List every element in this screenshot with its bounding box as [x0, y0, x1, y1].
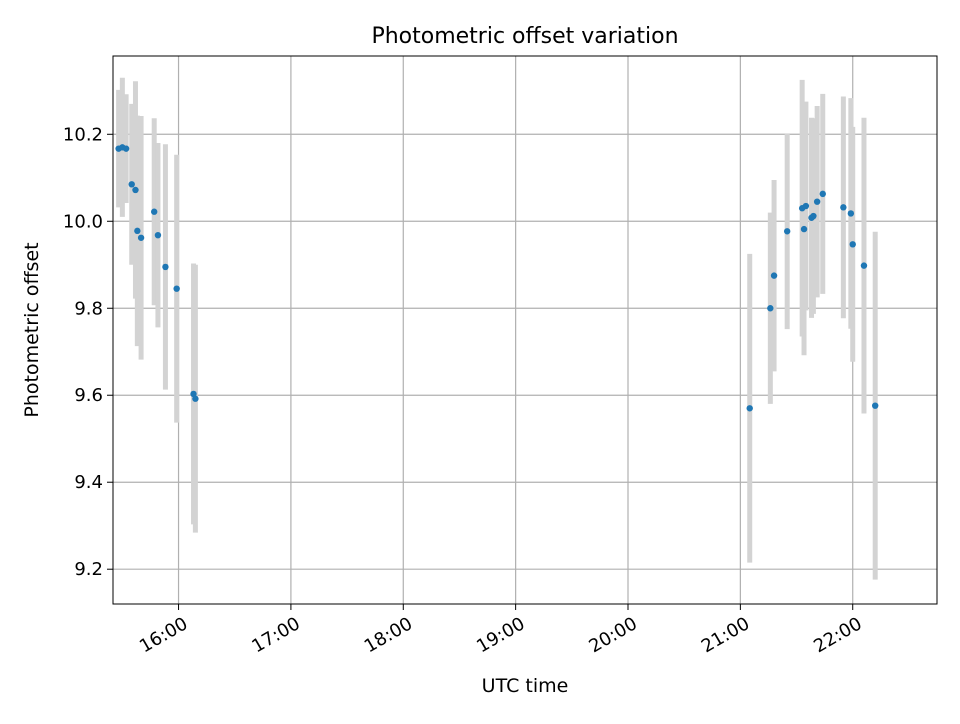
- data-point: [813, 198, 821, 205]
- data-point: [860, 262, 868, 269]
- data-point: [134, 227, 141, 235]
- y-tick-label: 9.2: [74, 559, 103, 580]
- data-point: [151, 208, 158, 215]
- data-point: [810, 212, 817, 220]
- data-points: [115, 144, 879, 412]
- data-point: [132, 186, 139, 194]
- chart-title: Photometric offset variation: [371, 24, 678, 49]
- y-tick-label: 9.4: [74, 472, 103, 493]
- y-tick-label: 9.6: [74, 385, 103, 406]
- data-point: [783, 228, 791, 235]
- y-axis-label: Photometric offset: [21, 242, 43, 417]
- y-tick-label: 9.8: [74, 298, 103, 319]
- data-point: [122, 145, 130, 152]
- x-axis-label: UTC time: [482, 675, 569, 697]
- data-point: [128, 181, 135, 188]
- data-point: [770, 272, 778, 279]
- plot-frame: [112, 55, 938, 605]
- y-tick-label: 10.0: [63, 211, 103, 232]
- data-point: [849, 241, 856, 248]
- data-point: [819, 190, 826, 198]
- y-tick-label: 10.2: [63, 124, 103, 145]
- data-point: [847, 210, 855, 217]
- data-point: [767, 305, 774, 312]
- data-point: [800, 225, 808, 233]
- data-point: [746, 405, 753, 412]
- data-point: [154, 231, 162, 239]
- data-point: [162, 263, 169, 271]
- data-point: [192, 395, 199, 402]
- data-point: [802, 202, 810, 210]
- data-point: [840, 204, 847, 211]
- data-point: [137, 234, 145, 241]
- data-point: [173, 285, 180, 292]
- data-point: [872, 402, 879, 409]
